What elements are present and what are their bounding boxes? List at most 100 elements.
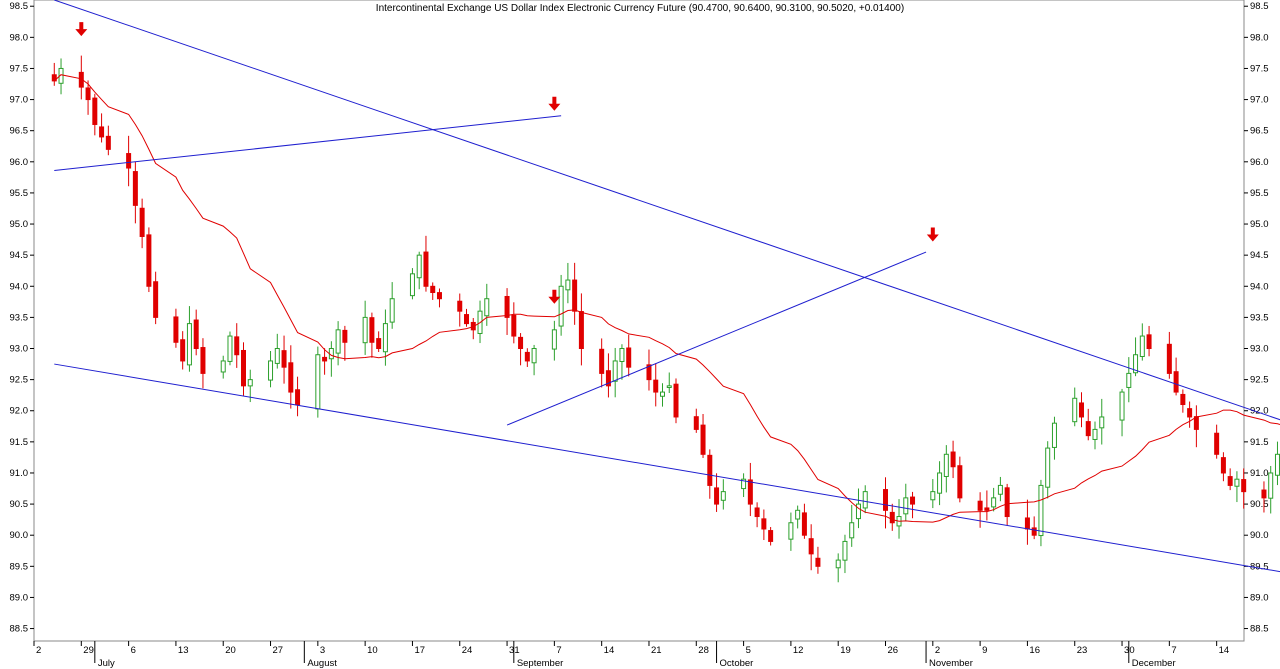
candle-body bbox=[1045, 447, 1051, 488]
candle-body bbox=[599, 348, 605, 374]
y-axis-left: 88.5 89.0 89.5 90.0 90.5 91.0 91.5 92.0 92.5 93.0… bbox=[10, 1, 34, 635]
candle-body bbox=[173, 316, 179, 343]
candle-body bbox=[977, 500, 983, 511]
chart-title: Intercontinental Exchange US Dollar Inde… bbox=[376, 3, 904, 14]
candle-body bbox=[984, 507, 990, 511]
y-tick-label-right: 97.0 bbox=[1250, 95, 1269, 106]
y-tick-label-left: 91.0 bbox=[10, 468, 29, 479]
x-tick-label: 16 bbox=[1029, 645, 1040, 656]
y-tick-label-right: 93.5 bbox=[1250, 312, 1269, 323]
candle-body bbox=[85, 87, 91, 101]
y-tick-label-right: 94.5 bbox=[1250, 250, 1269, 261]
x-tick-label: 2 bbox=[935, 645, 940, 656]
candle-body bbox=[105, 135, 111, 150]
candle-body bbox=[605, 370, 611, 387]
y-tick-label-right: 88.5 bbox=[1250, 624, 1269, 635]
x-tick-label: 30 bbox=[1124, 645, 1135, 656]
trendlines bbox=[54, 0, 1280, 573]
y-tick-label-right: 93.0 bbox=[1250, 344, 1269, 355]
candle-body bbox=[464, 314, 470, 325]
candle-body bbox=[619, 348, 625, 363]
candle-body bbox=[132, 171, 138, 206]
y-tick-label-right: 94.0 bbox=[1250, 281, 1269, 292]
candle-body bbox=[484, 298, 490, 317]
candle-body bbox=[409, 273, 415, 297]
candle-body bbox=[707, 454, 713, 486]
x-tick-label: 19 bbox=[840, 645, 851, 656]
candle-body bbox=[1146, 334, 1152, 350]
x-tick-label: 7 bbox=[1171, 645, 1176, 656]
candle-body bbox=[531, 348, 537, 364]
y-tick-label-right: 90.0 bbox=[1250, 530, 1269, 541]
down-arrow-icon bbox=[75, 22, 88, 37]
x-tick-label: 2 bbox=[36, 645, 41, 656]
candle-body bbox=[889, 511, 895, 524]
candle-body bbox=[247, 379, 253, 387]
candle-body bbox=[423, 251, 429, 287]
candle-body bbox=[1133, 354, 1139, 374]
y-tick-label-left: 98.5 bbox=[10, 1, 29, 12]
candle-body bbox=[220, 360, 226, 373]
trendline bbox=[54, 363, 1280, 573]
y-tick-label-left: 91.5 bbox=[10, 437, 29, 448]
candle-body bbox=[997, 484, 1003, 495]
candle-body bbox=[1031, 527, 1037, 536]
moving-average bbox=[53, 74, 1280, 523]
candle-body bbox=[815, 557, 821, 567]
y-tick-label-left: 90.0 bbox=[10, 530, 29, 541]
y-tick-label-right: 95.0 bbox=[1250, 219, 1269, 230]
candle-body bbox=[801, 512, 807, 536]
candle-body bbox=[1268, 472, 1274, 499]
candle-body bbox=[416, 254, 422, 279]
candle-body bbox=[518, 336, 524, 350]
x-tick-label: 14 bbox=[604, 645, 615, 656]
x-tick-label: 23 bbox=[1077, 645, 1088, 656]
candle-body bbox=[1274, 453, 1280, 476]
candle-body bbox=[1119, 391, 1125, 421]
candle-body bbox=[1214, 432, 1220, 455]
candle-body bbox=[1173, 371, 1179, 393]
candle-body bbox=[910, 496, 916, 505]
candle-body bbox=[842, 540, 848, 561]
y-tick-label-right: 96.0 bbox=[1250, 157, 1269, 168]
y-tick-label-left: 95.5 bbox=[10, 188, 29, 199]
candle-body bbox=[883, 489, 889, 511]
y-tick-label-right: 97.5 bbox=[1250, 63, 1269, 74]
candle-body bbox=[666, 385, 672, 388]
candle-body bbox=[1139, 335, 1145, 358]
candle-body bbox=[1261, 489, 1267, 499]
x-tick-label: 9 bbox=[982, 645, 987, 656]
candle-body bbox=[342, 329, 348, 343]
y-tick-label-right: 89.0 bbox=[1250, 592, 1269, 603]
candle-body bbox=[430, 285, 436, 293]
y-tick-label-right: 96.5 bbox=[1250, 126, 1269, 137]
candle-body bbox=[558, 285, 564, 327]
candle-body bbox=[389, 298, 395, 323]
candle-body bbox=[659, 391, 665, 397]
candle-body bbox=[1038, 484, 1044, 537]
candle-body bbox=[193, 319, 199, 350]
y-tick-label-right: 95.5 bbox=[1250, 188, 1269, 199]
candle-body bbox=[795, 509, 801, 520]
y-tick-label-left: 93.0 bbox=[10, 344, 29, 355]
down-arrow-icon bbox=[926, 227, 939, 242]
candle-body bbox=[376, 338, 382, 350]
y-tick-label-left: 89.0 bbox=[10, 592, 29, 603]
x-month-label: October bbox=[720, 658, 754, 669]
candle-body bbox=[1193, 416, 1199, 430]
y-tick-label-right: 98.5 bbox=[1250, 1, 1269, 12]
x-tick-label: 28 bbox=[698, 645, 709, 656]
x-tick-label: 12 bbox=[793, 645, 804, 656]
candle-body bbox=[1241, 479, 1247, 493]
candle-body bbox=[957, 465, 963, 499]
candle-body bbox=[335, 329, 341, 354]
candle-body bbox=[281, 350, 287, 368]
x-tick-label: 10 bbox=[367, 645, 378, 656]
candle-body bbox=[240, 349, 246, 387]
candle-body bbox=[1234, 478, 1240, 487]
y-tick-label-left: 93.5 bbox=[10, 312, 29, 323]
y-tick-label-right: 91.0 bbox=[1250, 468, 1269, 479]
candle-body bbox=[1072, 397, 1078, 423]
x-tick-label: 29 bbox=[83, 645, 94, 656]
candle-body bbox=[612, 360, 618, 382]
